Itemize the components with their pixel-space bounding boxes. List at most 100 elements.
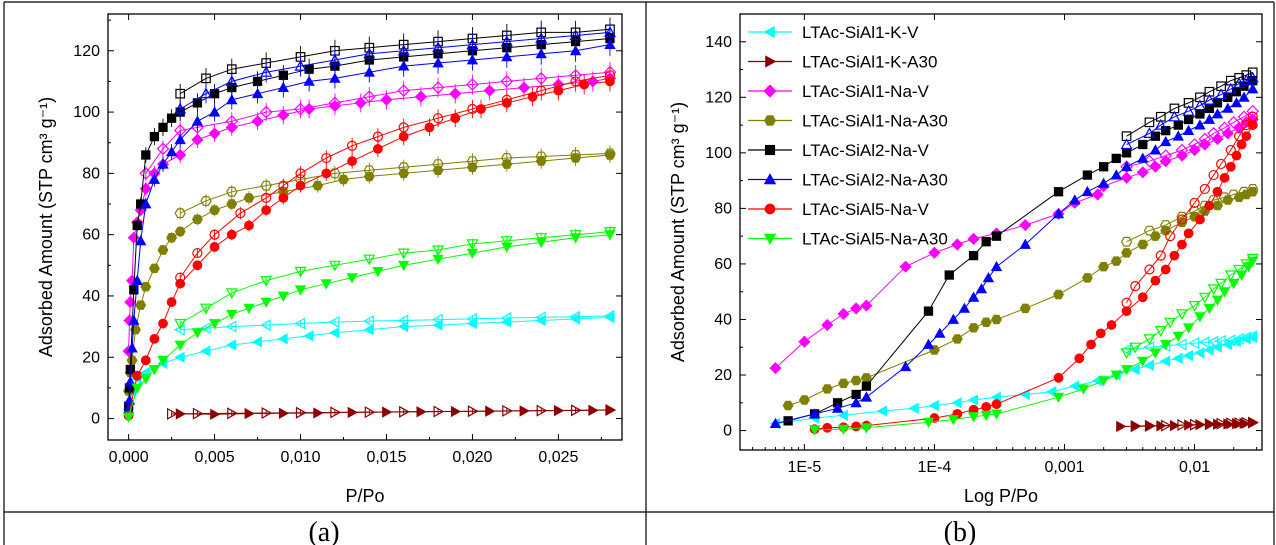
adsorption-point: [990, 260, 1003, 272]
adsorption-point: [1160, 264, 1171, 275]
adsorption-point: [968, 250, 979, 261]
adsorption-point: [140, 374, 152, 385]
adsorption-point: [1173, 120, 1183, 130]
adsorption-point: [174, 226, 186, 237]
desorption-point: [431, 313, 443, 326]
adsorption-point: [124, 296, 137, 309]
chart-panel-b: 0 20 40 60 80 100 120 140 1E-5 1E-4 0,001 0,01 Log P…: [668, 13, 1263, 506]
desorption-point: [1121, 297, 1132, 308]
desorption-point: [535, 233, 548, 244]
y-tick-label: 100: [73, 104, 100, 121]
adsorption-point: [1081, 273, 1093, 283]
adsorption-point: [1086, 339, 1096, 350]
adsorption-line: [787, 80, 1253, 422]
y-tick-label: 80: [714, 200, 732, 217]
adsorption-point: [837, 307, 850, 320]
desorption-point: [329, 168, 341, 179]
legend-label: LTAc-SiAl1-K-V: [802, 23, 919, 42]
adsorption-point: [975, 283, 988, 294]
desorption-point: [294, 266, 307, 278]
adsorption-point: [968, 323, 980, 333]
desorption-point: [259, 319, 271, 332]
desorption-point: [1224, 334, 1236, 347]
adsorption-point: [944, 270, 954, 280]
adsorption-point: [860, 423, 873, 434]
adsorption-point: [312, 180, 324, 191]
adsorption-point: [980, 410, 992, 422]
adsorption-point: [132, 220, 142, 231]
adsorption-point: [294, 285, 307, 296]
adsorption-point: [347, 156, 358, 167]
adsorption-point: [981, 237, 991, 247]
desorption-point: [362, 90, 376, 104]
adsorption-point: [208, 127, 221, 140]
desorption-point: [1247, 67, 1258, 78]
desorption-point: [466, 38, 479, 50]
legend-marker: [765, 55, 777, 68]
y-tick-label: 20: [714, 367, 732, 384]
desorption-point: [1154, 326, 1167, 337]
adsorption-point: [191, 214, 203, 225]
adsorption-point: [140, 355, 151, 366]
legend-marker: [763, 173, 777, 185]
adsorption-point: [192, 98, 203, 108]
legend-label: LTAc-SiAl1-K-A30: [802, 53, 937, 72]
desorption-point: [347, 140, 358, 151]
desorption-point: [603, 26, 617, 38]
adsorption-point: [1212, 98, 1223, 108]
desorption-point: [1214, 334, 1226, 347]
adsorption-point: [363, 66, 375, 77]
adsorption-point: [450, 113, 461, 124]
adsorption-point: [149, 333, 160, 344]
desorption-point: [225, 114, 239, 128]
desorption-line: [179, 152, 611, 214]
adsorption-point: [1136, 166, 1149, 179]
table-frame: [3, 1, 1275, 545]
desorption-point: [432, 41, 445, 53]
adsorption-point: [226, 309, 238, 321]
adsorption-line: [128, 80, 611, 416]
adsorption-point: [148, 365, 161, 376]
desorption-point: [1215, 278, 1228, 290]
adsorption-point: [131, 383, 143, 394]
x-axis-title: Log P/Po: [964, 486, 1038, 506]
legend-item: LTAc-SiAl1-Na-A30: [748, 112, 948, 131]
adsorption-point: [1121, 148, 1132, 158]
desorption-line: [1126, 116, 1254, 304]
y-tick-label: 100: [705, 145, 732, 162]
adsorption-point: [226, 93, 238, 105]
x-tick-label: 1E-5: [787, 459, 821, 476]
adsorption-point: [1225, 161, 1236, 172]
desorption-point: [397, 248, 410, 260]
adsorption-point: [1195, 109, 1205, 119]
desorption-point: [294, 59, 307, 71]
adsorption-point: [126, 342, 138, 353]
adsorption-point: [278, 192, 289, 203]
adsorption-point: [1159, 355, 1171, 367]
caption-a: (a): [308, 517, 339, 545]
desorption-line: [145, 71, 611, 174]
adsorption-point: [449, 87, 462, 100]
adsorption-point: [1137, 356, 1149, 367]
desorption-point: [1144, 117, 1155, 128]
desorption-point: [1199, 183, 1210, 195]
adsorption-point: [860, 373, 872, 383]
desorption-point: [1232, 332, 1244, 345]
adsorption-point: [1194, 312, 1206, 323]
adsorption-point: [208, 106, 221, 117]
adsorption-point: [1052, 208, 1065, 219]
adsorption-point: [174, 148, 187, 162]
adsorption-point: [1238, 91, 1250, 102]
desorption-point: [225, 320, 237, 333]
adsorption-point: [191, 115, 204, 126]
adsorption-point: [243, 303, 255, 315]
chart-panel-a: 0 20 40 60 80 100 120 0,000 0,005 0,010 0,015 0,020…: [36, 13, 623, 506]
desorption-point: [433, 405, 445, 418]
desorption-point: [467, 405, 479, 418]
adsorption-point: [1160, 340, 1172, 351]
x-tick-label: 1E-4: [918, 459, 952, 476]
x-tick-label: 0,01: [1179, 459, 1210, 476]
adsorption-point: [769, 417, 782, 429]
adsorption-point: [980, 317, 992, 328]
desorption-point: [235, 208, 246, 219]
